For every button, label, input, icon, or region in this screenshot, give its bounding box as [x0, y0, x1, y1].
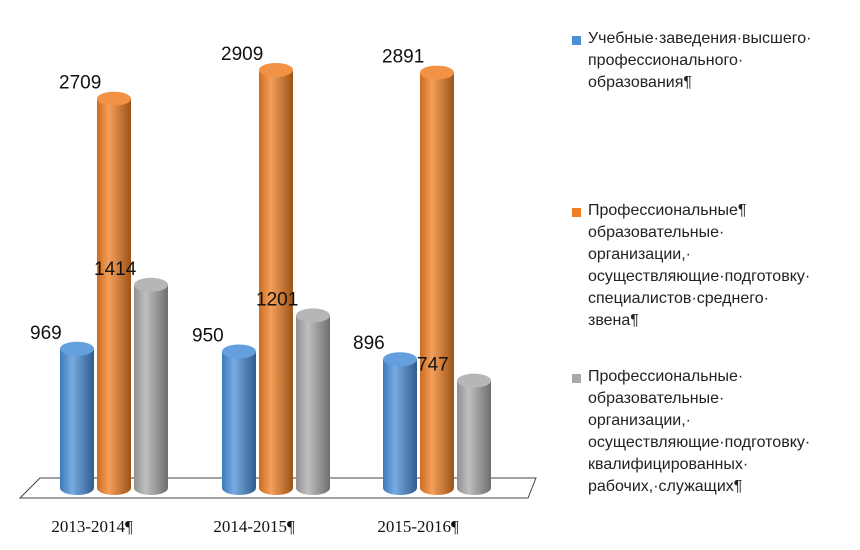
bar-s0-c2: [383, 359, 417, 495]
data-label: 1414: [94, 259, 137, 280]
category-label: 2014-2015¶: [213, 517, 295, 536]
data-label: 969: [30, 323, 62, 344]
legend-label: Профессиональные¶ образовательные· орган…: [588, 202, 811, 329]
data-label: 2709: [59, 73, 101, 94]
data-label: 747: [417, 355, 449, 376]
bar-s1-c2: [420, 72, 454, 496]
category-label: 2013-2014¶: [51, 517, 133, 536]
bar-s2-c1: [296, 315, 330, 495]
bar-s1-c0: [97, 98, 131, 495]
chart-floor: [18, 477, 537, 499]
bar-s1-c1: [259, 69, 293, 496]
data-label: 950: [192, 325, 224, 346]
bar-cap-s0-c0: [60, 341, 94, 356]
legend-label: Профессиональные· образовательные· орган…: [588, 368, 811, 495]
data-label: 2891: [382, 47, 424, 68]
bar-s0-c0: [60, 348, 94, 495]
legend-swatch-gray: [572, 374, 581, 383]
bar-s2-c0: [134, 284, 168, 495]
bar-cap-s0-c1: [222, 344, 256, 359]
bar-cap-s2-c2: [457, 373, 491, 388]
bar-cap-s1-c0: [97, 91, 131, 106]
legend-swatch-blue: [572, 36, 581, 45]
bar-cap-s2-c0: [134, 277, 168, 292]
bar-cap-s2-c1: [296, 308, 330, 323]
legend-label: Учебные·заведения·высшего· профессиональ…: [588, 30, 812, 91]
bar-cap-s0-c2: [383, 352, 417, 367]
legend-swatch-orange: [572, 208, 581, 217]
bar-cap-s1-c2: [420, 65, 454, 80]
data-label: 1201: [256, 289, 298, 310]
data-label: 2909: [221, 44, 263, 65]
bar-cap-s1-c1: [259, 62, 293, 77]
category-label: 2015-2016¶: [377, 517, 459, 536]
data-label: 896: [353, 333, 385, 354]
bar-s0-c1: [222, 351, 256, 495]
bar-s2-c2: [457, 380, 491, 495]
